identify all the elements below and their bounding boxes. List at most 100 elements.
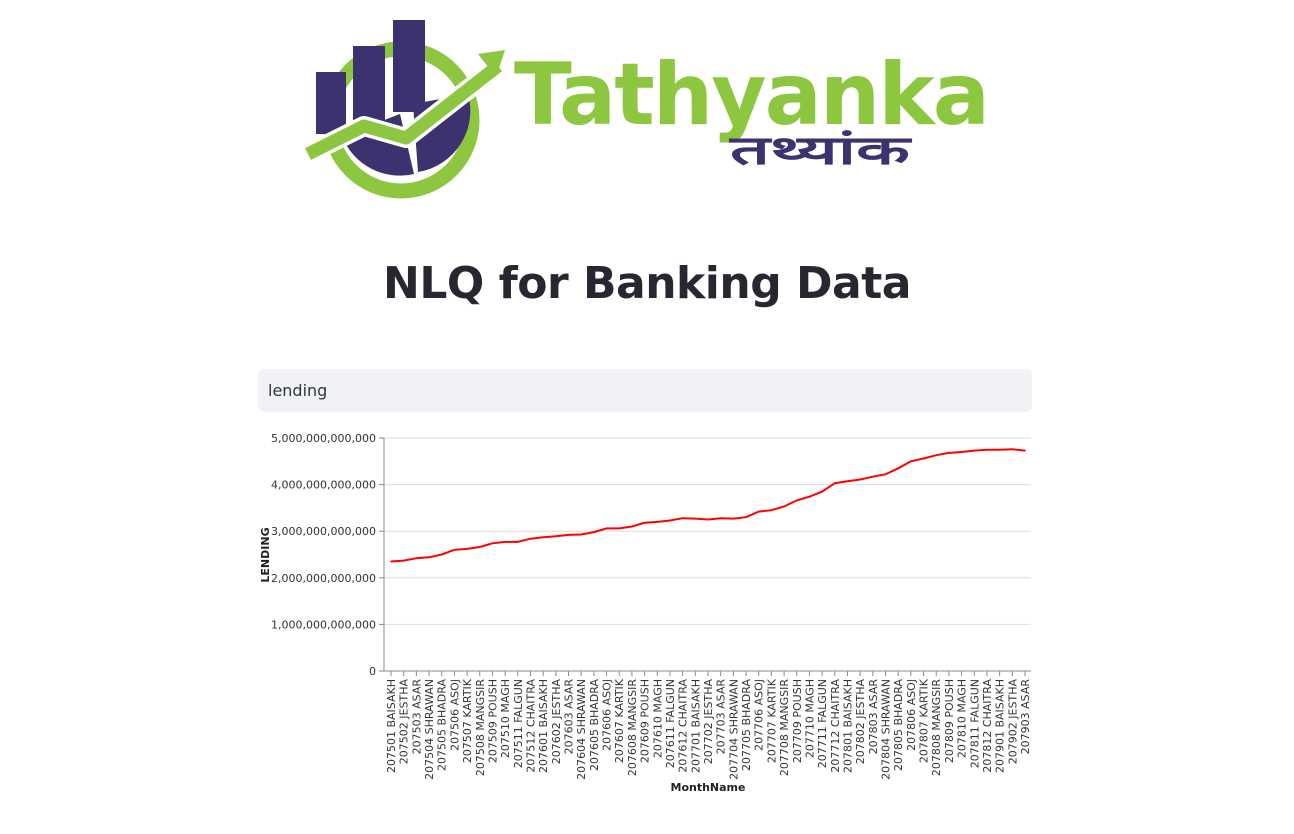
x-tick-label: 207706 ASOJ (753, 679, 766, 751)
data-point (935, 454, 938, 457)
data-point (440, 553, 443, 556)
x-tick-label: 207811 FALGUN (968, 679, 981, 768)
query-input[interactable] (258, 369, 1032, 412)
logo-mark (303, 20, 505, 199)
data-point (745, 516, 747, 519)
x-tick-label: 207512 CHAITRA (524, 679, 537, 773)
x-tick-label: 207511 FALGUN (512, 679, 525, 768)
x-tick-label: 207507 KARTIK (461, 678, 474, 763)
x-tick-label: 207609 POUSH (639, 679, 652, 763)
y-axis-ticks: 0 1,000,000,000,000 2,000,000,000,000 3,000… (271, 432, 384, 678)
data-point (922, 457, 925, 460)
x-tick-label: 207707 KARTIK (765, 678, 778, 763)
data-point (631, 525, 633, 528)
data-point (529, 537, 532, 540)
page-title: NLQ for Banking Data (383, 258, 911, 309)
data-point (453, 549, 456, 551)
x-tick-label: 207503 ASAR (410, 679, 423, 755)
x-tick-label: 207509 POUSH (486, 679, 499, 763)
x-tick-label: 207602 JESTHA (550, 679, 563, 765)
x-tick-label: 207506 ASOJ (448, 679, 461, 751)
x-tick-label: 207608 MANGSIR (626, 679, 639, 776)
data-point (973, 449, 976, 452)
lending-line-chart: 0 1,000,000,000,000 2,000,000,000,000 3,000… (259, 432, 1032, 794)
data-point (795, 499, 798, 502)
query-input-container (258, 369, 1032, 412)
x-tick-label: 207809 POUSH (943, 679, 956, 763)
tathyanka-logo: Tathyanka तथ्यांक (303, 20, 990, 199)
x-tick-label: 207504 SHRAWAN (423, 679, 436, 780)
data-point (656, 521, 659, 523)
data-point (643, 522, 646, 524)
x-tick-label: 207802 JESTHA (854, 679, 867, 765)
x-tick-label: 207806 ASOJ (905, 679, 918, 751)
data-point (910, 460, 912, 463)
x-tick-label: 207705 BHADRA (740, 679, 753, 771)
data-point (504, 541, 506, 543)
x-tick-label: 207902 JESTHA (1006, 679, 1019, 765)
data-point (517, 541, 519, 543)
y-tick-label: 2,000,000,000,000 (271, 572, 376, 585)
data-point (948, 452, 950, 454)
x-tick-label: 207611 FALGUN (664, 679, 677, 768)
data-point (846, 480, 849, 483)
x-tick-label: 207501 BAISAKH (385, 679, 398, 773)
x-axis-ticks: 207501 BAISAKH 207502 JESTHA 207503 ASAR 20… (385, 671, 1032, 780)
x-tick-label: 207808 MANGSIR (930, 679, 943, 776)
y-tick-label: 0 (369, 665, 376, 678)
x-tick-label: 207801 BAISAKH (841, 679, 854, 773)
x-tick-label: 207710 MAGH (803, 679, 816, 758)
x-tick-label: 207502 JESTHA (398, 679, 411, 765)
x-tick-label: 207810 MAGH (956, 679, 969, 758)
x-tick-label: 207704 SHRAWAN (727, 679, 740, 780)
data-point (669, 519, 671, 522)
data-point (770, 509, 773, 512)
x-tick-label: 207803 ASAR (867, 679, 880, 755)
data-point (428, 556, 430, 559)
data-point (567, 534, 570, 536)
y-tick-label: 4,000,000,000,000 (271, 479, 376, 492)
data-point (872, 475, 874, 478)
data-point (580, 533, 582, 536)
x-tick-label: 207708 MANGSIR (778, 679, 791, 776)
x-tick-label: 207804 SHRAWAN (880, 679, 893, 780)
data-point (821, 490, 823, 493)
data-point (390, 560, 392, 563)
data-point (732, 517, 735, 520)
data-point (681, 517, 684, 519)
data-point (618, 527, 621, 530)
data-point (593, 531, 595, 533)
x-tick-label: 207606 ASOJ (601, 679, 614, 751)
data-point (478, 546, 481, 548)
x-tick-label: 207601 BAISAKH (537, 679, 550, 773)
x-tick-label: 207701 BAISAKH (689, 679, 702, 773)
data-point (897, 467, 899, 470)
x-tick-label: 207805 BHADRA (892, 679, 905, 771)
data-point (555, 535, 557, 538)
data-point (757, 510, 760, 513)
x-tick-label: 207709 POUSH (791, 679, 804, 763)
x-axis-title: MonthName (671, 781, 746, 794)
data-point (694, 517, 697, 520)
data-point (466, 548, 468, 550)
data-point (808, 495, 811, 498)
x-tick-label: 207702 JESTHA (702, 679, 715, 765)
data-point (1011, 448, 1014, 450)
x-tick-label: 207508 MANGSIR (474, 679, 487, 776)
y-tick-label: 3,000,000,000,000 (271, 525, 376, 538)
data-point (986, 448, 988, 451)
chart-grid (384, 437, 1031, 625)
data-point (859, 478, 861, 481)
data-point (884, 473, 887, 476)
data-point (1024, 449, 1026, 452)
x-tick-label: 207505 BHADRA (436, 679, 449, 771)
x-tick-label: 207807 KARTIK (918, 678, 931, 763)
data-point (719, 517, 722, 519)
x-tick-label: 207703 ASAR (715, 679, 728, 755)
data-point (998, 448, 1001, 451)
y-tick-label: 5,000,000,000,000 (271, 432, 376, 445)
x-tick-label: 207607 KARTIK (613, 678, 626, 763)
series-points (390, 448, 1026, 563)
x-tick-label: 207903 ASAR (1019, 679, 1032, 755)
data-point (491, 542, 494, 545)
